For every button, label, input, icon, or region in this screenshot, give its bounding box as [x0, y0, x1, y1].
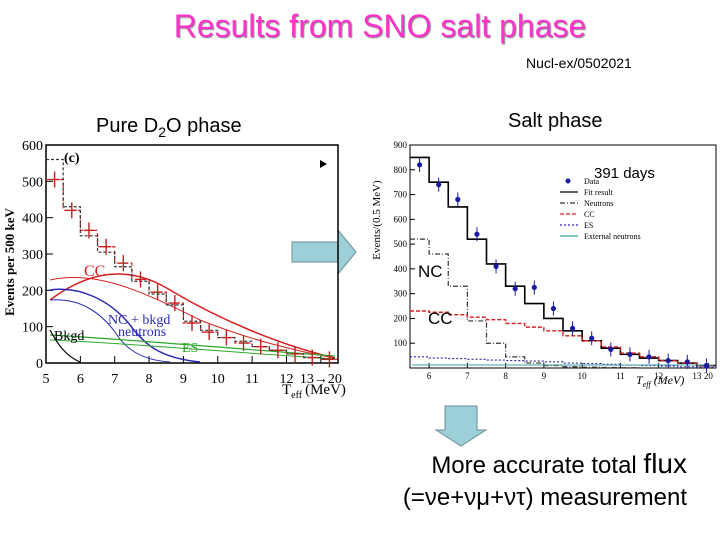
- days-label: 391 days: [594, 165, 655, 182]
- left-x-tick-label: 6: [77, 372, 84, 387]
- right-x-tick-label: 10: [578, 371, 588, 381]
- left-y-tick-label: 100: [22, 321, 43, 336]
- conclusion-line-1: More accurate total flux: [431, 448, 687, 479]
- right-x-axis-label: Teff (MeV): [636, 373, 684, 389]
- left-x-tick-label: 12: [279, 372, 293, 387]
- reference: Nucl-ex/0502021: [526, 55, 632, 71]
- right-data-point: [416, 162, 423, 168]
- conclusion-line-2: (=νe+νμ+ντ) measurement: [402, 484, 687, 511]
- right-y-tick-label: 700: [394, 190, 408, 200]
- legend-entry: Neutrons: [584, 199, 613, 208]
- right-y-tick-label: 100: [394, 338, 408, 348]
- left-es-curve-2: [49, 339, 336, 360]
- right-data-point: [703, 362, 710, 369]
- right-x-tick-label: 12: [654, 371, 663, 381]
- right-x-tick-label: 7: [465, 371, 470, 381]
- left-annotation-neutrons: neutrons: [118, 325, 166, 340]
- left-y-tick-label: 300: [22, 248, 43, 263]
- right-y-tick-label: 600: [394, 214, 408, 224]
- conclusion-text: More accurate total flux (=νe+νμ+ντ) mea…: [355, 448, 687, 514]
- right-y-tick-label: 900: [394, 140, 408, 150]
- right-data-point: [531, 284, 537, 291]
- right-arrow-icon: [291, 228, 357, 276]
- right-x-tick-label: 13: [692, 371, 702, 381]
- right-x-tick-label: 9: [542, 371, 547, 381]
- left-x-tick-label: 5: [43, 372, 50, 387]
- left-panel-label: (c): [64, 151, 80, 166]
- left-overflow-marker-icon: [320, 160, 327, 168]
- right-y-axis-label: Events/(0.5 MeV): [371, 180, 383, 260]
- right-y-tick-label: 300: [394, 289, 408, 299]
- left-nc-curve: [49, 288, 201, 363]
- left-y-tick-label: 200: [22, 284, 43, 299]
- right-plot-frame: [409, 144, 717, 369]
- right-data-point: [436, 182, 442, 188]
- left-x-tick-label: 10: [211, 372, 225, 387]
- right-series-es: [410, 356, 716, 368]
- down-arrow-icon: [434, 405, 488, 447]
- left-nc-curve-2: [49, 299, 171, 363]
- right-annotation-cc: CC: [428, 309, 453, 328]
- left-annotation-bkgd: Bkgd: [54, 329, 84, 344]
- left-bkgd-curve: [49, 329, 81, 363]
- right-x-tick-label: 20: [704, 371, 714, 381]
- right-x-tick-label: 6: [427, 371, 432, 381]
- right-series-neutrons: [410, 238, 716, 369]
- right-x-tick-label: 8: [503, 371, 508, 381]
- legend-entry: ES: [584, 221, 593, 230]
- right-data-point: [550, 305, 557, 312]
- left-y-axis-label: Events per 500 keV: [2, 208, 17, 316]
- right-data-point: [627, 351, 633, 357]
- left-annotation-es: ES: [182, 341, 198, 356]
- salt-phase-label: Salt phase: [508, 110, 603, 132]
- left-x-axis-label: Teff (MeV): [282, 382, 346, 401]
- left-es-curve: [49, 334, 336, 357]
- right-data-point: [665, 357, 671, 364]
- right-series-cc: [410, 310, 716, 367]
- right-y-tick-label: 800: [394, 165, 408, 175]
- right-y-tick-label: 200: [394, 313, 408, 323]
- left-x-tick-label: 9: [180, 372, 187, 387]
- legend-entry: CC: [584, 210, 595, 219]
- left-cc-curve-2: [49, 276, 336, 359]
- right-data-point: [569, 325, 576, 331]
- legend-entry: External neutrons: [584, 232, 641, 241]
- left-annotation-nc-bkgd: NC + bkgd: [108, 313, 170, 328]
- left-annotation-cc: CC: [84, 263, 105, 280]
- right-data-point: [474, 231, 480, 237]
- right-data-point: [455, 196, 461, 203]
- pure-d2o-label: Pure D2O phase: [96, 115, 242, 140]
- right-data-point: [589, 335, 595, 341]
- right-chart: 100 200 300 400 500 600 700 800 900 6 7 8 9 10 11 12 13 2…: [371, 140, 717, 389]
- right-data-point: [512, 286, 518, 292]
- slide-title: Results from SNO salt phase: [173, 8, 587, 44]
- legend-entry: Data: [584, 177, 600, 186]
- right-data-point: [684, 359, 690, 365]
- left-y-tick-label: 500: [22, 175, 43, 190]
- left-x-tick-label: 7: [111, 372, 118, 387]
- left-x-tick-label: 8: [146, 372, 153, 387]
- legend-entry: Fit result: [584, 188, 613, 197]
- left-x-tick-label: 11: [245, 372, 258, 387]
- right-legend: Data Fit result Neutrons CC ES External neutr…: [560, 177, 641, 241]
- left-y-tick-label: 0: [36, 357, 43, 372]
- right-data-point: [493, 263, 499, 270]
- left-x-tick-label: 13→20: [300, 372, 342, 387]
- right-y-tick-label: 500: [394, 239, 408, 249]
- legend-swatch: [565, 178, 571, 184]
- right-data-point: [646, 354, 652, 360]
- right-data-point: [608, 346, 614, 353]
- right-x-tick-label: 11: [616, 371, 625, 381]
- left-y-tick-label: 400: [22, 212, 43, 227]
- right-y-tick-label: 400: [394, 264, 408, 274]
- left-y-tick-label: 600: [22, 139, 43, 154]
- right-annotation-nc: NC: [418, 262, 443, 281]
